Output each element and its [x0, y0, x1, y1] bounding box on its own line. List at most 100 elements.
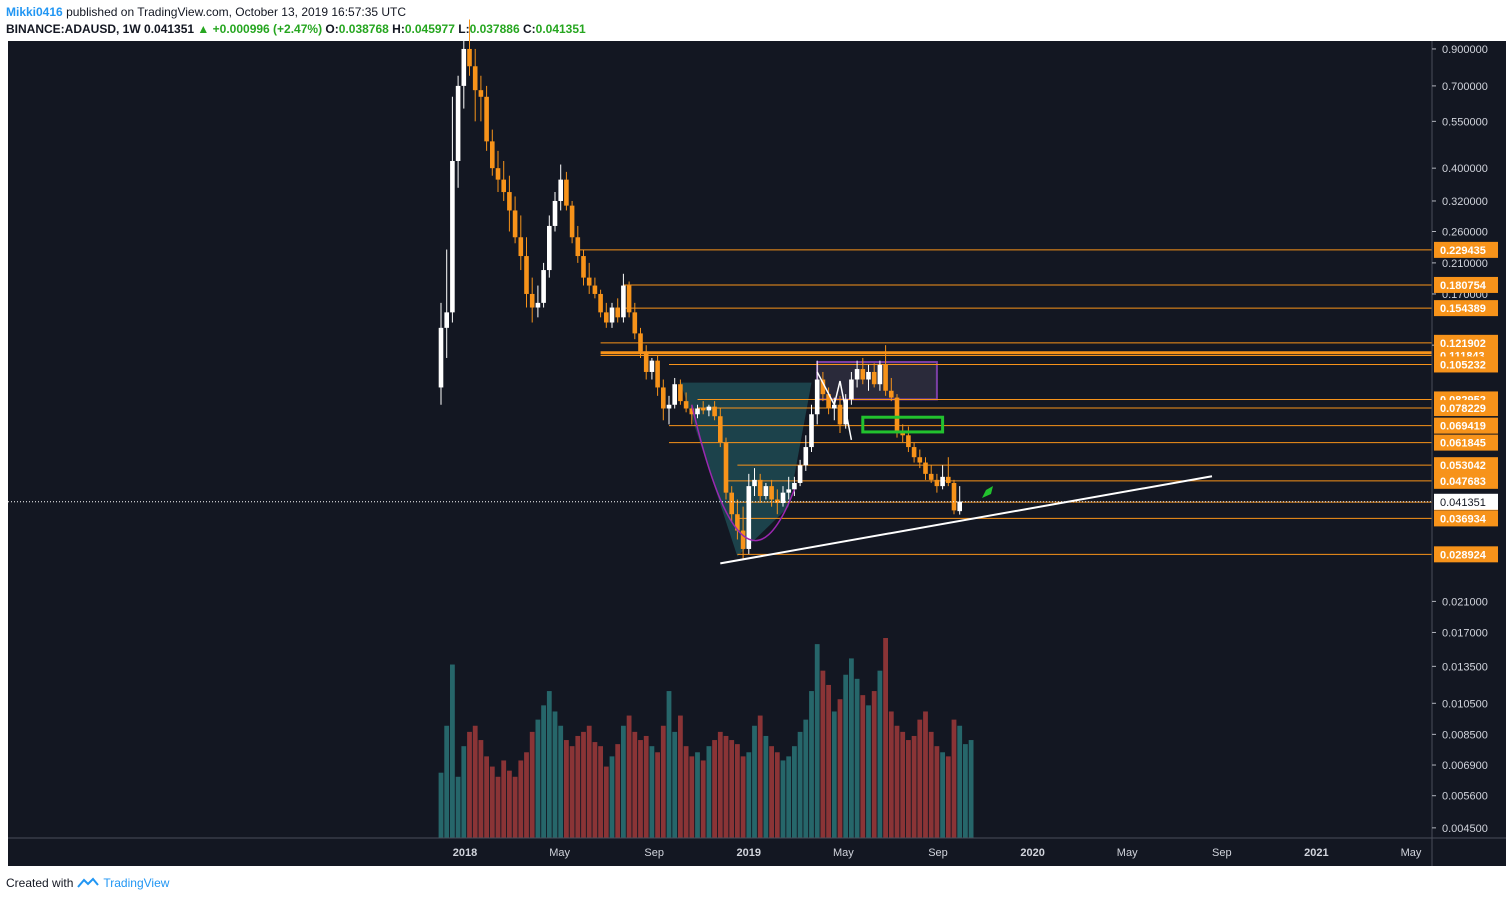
candle-body[interactable]: [678, 384, 683, 402]
candle-body[interactable]: [854, 369, 860, 380]
candle-body[interactable]: [866, 371, 871, 380]
ascending-trendline[interactable]: [720, 475, 1213, 565]
candle-body[interactable]: [558, 179, 563, 201]
candle-body[interactable]: [547, 225, 552, 271]
candle-body[interactable]: [718, 416, 723, 443]
candle-body[interactable]: [877, 364, 883, 385]
candle-body[interactable]: [484, 96, 489, 142]
candle-body[interactable]: [797, 465, 803, 483]
candle-body[interactable]: [512, 210, 518, 238]
price-level-tag[interactable]: [1434, 417, 1498, 434]
candle-body[interactable]: [569, 205, 575, 238]
candle-body[interactable]: [507, 192, 512, 211]
candle-body[interactable]: [689, 408, 695, 415]
price-level-tag[interactable]: [1434, 276, 1498, 293]
candle-body[interactable]: [461, 48, 467, 86]
candle-body[interactable]: [820, 379, 826, 395]
candle-body[interactable]: [889, 390, 894, 398]
candle-body[interactable]: [957, 501, 962, 512]
candle-body[interactable]: [478, 90, 484, 97]
candle-body[interactable]: [883, 364, 888, 391]
candle-body[interactable]: [923, 462, 928, 474]
candle-body[interactable]: [911, 447, 917, 458]
candle-body[interactable]: [769, 486, 774, 500]
candle-body[interactable]: [472, 66, 478, 91]
candle-body[interactable]: [803, 447, 809, 466]
symbol-label[interactable]: BINANCE:ADAUSD, 1W: [6, 22, 141, 36]
candle-body[interactable]: [529, 293, 535, 308]
candle-body[interactable]: [792, 482, 797, 490]
candle-body[interactable]: [535, 302, 541, 308]
candle-body[interactable]: [729, 492, 734, 515]
price-level-tag[interactable]: [1434, 300, 1498, 317]
candle-body[interactable]: [860, 369, 866, 380]
candle-body[interactable]: [643, 351, 649, 372]
current-price-tag[interactable]: [1434, 493, 1498, 510]
candle-body[interactable]: [490, 141, 495, 169]
price-level-tag[interactable]: [1434, 546, 1498, 563]
price-level-tag[interactable]: [1434, 334, 1498, 351]
candle-body[interactable]: [706, 406, 712, 411]
price-level-tag[interactable]: [1434, 356, 1498, 373]
candle-body[interactable]: [894, 397, 900, 434]
candle-body[interactable]: [666, 404, 672, 409]
price-level-tag[interactable]: [1434, 241, 1498, 258]
cup-curve[interactable]: [691, 404, 796, 542]
candle-body[interactable]: [598, 293, 603, 313]
candle-body[interactable]: [552, 200, 558, 226]
candle-body[interactable]: [626, 285, 632, 313]
candle-body[interactable]: [581, 256, 586, 278]
candle-body[interactable]: [575, 237, 581, 257]
candle-body[interactable]: [746, 486, 752, 549]
candle-body[interactable]: [467, 48, 472, 67]
candle-body[interactable]: [655, 360, 660, 388]
candle-body[interactable]: [809, 414, 814, 448]
candle-body[interactable]: [917, 457, 923, 463]
candle-body[interactable]: [951, 482, 957, 511]
candle-body[interactable]: [832, 404, 837, 409]
candle-body[interactable]: [518, 237, 524, 257]
candle-body[interactable]: [740, 530, 746, 549]
candle-body[interactable]: [786, 489, 791, 493]
candle-body[interactable]: [604, 312, 609, 323]
candle-body[interactable]: [723, 442, 729, 493]
candle-body[interactable]: [444, 312, 449, 328]
candle-body[interactable]: [946, 476, 951, 483]
tradingview-brand-link[interactable]: TradingView: [103, 876, 170, 890]
candle-body[interactable]: [638, 333, 643, 352]
resistance-box[interactable]: [816, 361, 938, 401]
price-level-tag[interactable]: [1434, 472, 1498, 489]
candle-body[interactable]: [450, 160, 455, 313]
candle-body[interactable]: [649, 360, 655, 372]
candle-body[interactable]: [906, 435, 911, 448]
candle-body[interactable]: [615, 307, 620, 318]
candle-body[interactable]: [735, 514, 740, 531]
candle-body[interactable]: [814, 379, 820, 415]
candle-body[interactable]: [564, 179, 569, 206]
price-level-tag[interactable]: [1434, 434, 1498, 451]
candle-body[interactable]: [775, 499, 780, 504]
candle-body[interactable]: [826, 394, 831, 409]
candle-body[interactable]: [780, 492, 786, 504]
candle-body[interactable]: [609, 307, 615, 323]
candle-body[interactable]: [763, 486, 769, 497]
candle-body[interactable]: [871, 371, 877, 385]
candle-body[interactable]: [695, 408, 700, 415]
zigzag-drawing[interactable]: [816, 371, 853, 441]
author-link[interactable]: Mikki0416: [6, 5, 63, 19]
time-axis[interactable]: [8, 838, 1506, 866]
candle-body[interactable]: [757, 479, 763, 497]
candle-body[interactable]: [592, 285, 598, 294]
candle-body[interactable]: [849, 379, 854, 400]
candle-body[interactable]: [672, 384, 677, 405]
candle-body[interactable]: [683, 401, 689, 409]
candle-body[interactable]: [837, 404, 843, 425]
candle-body[interactable]: [455, 85, 461, 161]
candle-body[interactable]: [700, 408, 706, 411]
candle-body[interactable]: [632, 312, 638, 334]
price-level-tag[interactable]: [1434, 510, 1498, 527]
price-level-tag[interactable]: [1434, 457, 1498, 474]
candle-body[interactable]: [586, 277, 592, 286]
candle-body[interactable]: [940, 476, 945, 487]
